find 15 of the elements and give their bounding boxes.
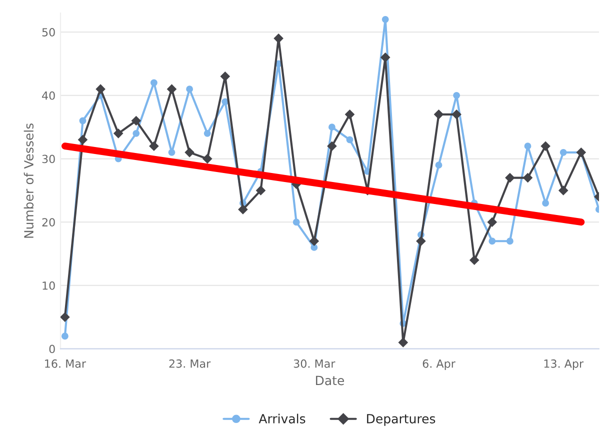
y-axis-title: Number of Vessels [24, 123, 34, 238]
x-tick-label: 30. Mar [294, 359, 336, 368]
x-tick-label: 6. Apr [422, 359, 456, 370]
x-tick-label: 16. Mar [45, 359, 86, 368]
y-tick-label: 20 [42, 218, 55, 226]
x-tick-label: 23. Mar [169, 359, 211, 368]
y-tick-label: 0 [49, 344, 55, 354]
y-tick-label: 30 [42, 154, 55, 164]
y-tick-label: 10 [42, 281, 55, 290]
x-axis-title: Date [316, 376, 344, 386]
x-tick-label: 13. Apr [544, 359, 584, 370]
y-tick-label: 40 [42, 91, 55, 100]
legend-label: Departures [367, 414, 436, 426]
legend-label: Arrivals [258, 414, 306, 424]
y-tick-label: 50 [42, 28, 55, 36]
